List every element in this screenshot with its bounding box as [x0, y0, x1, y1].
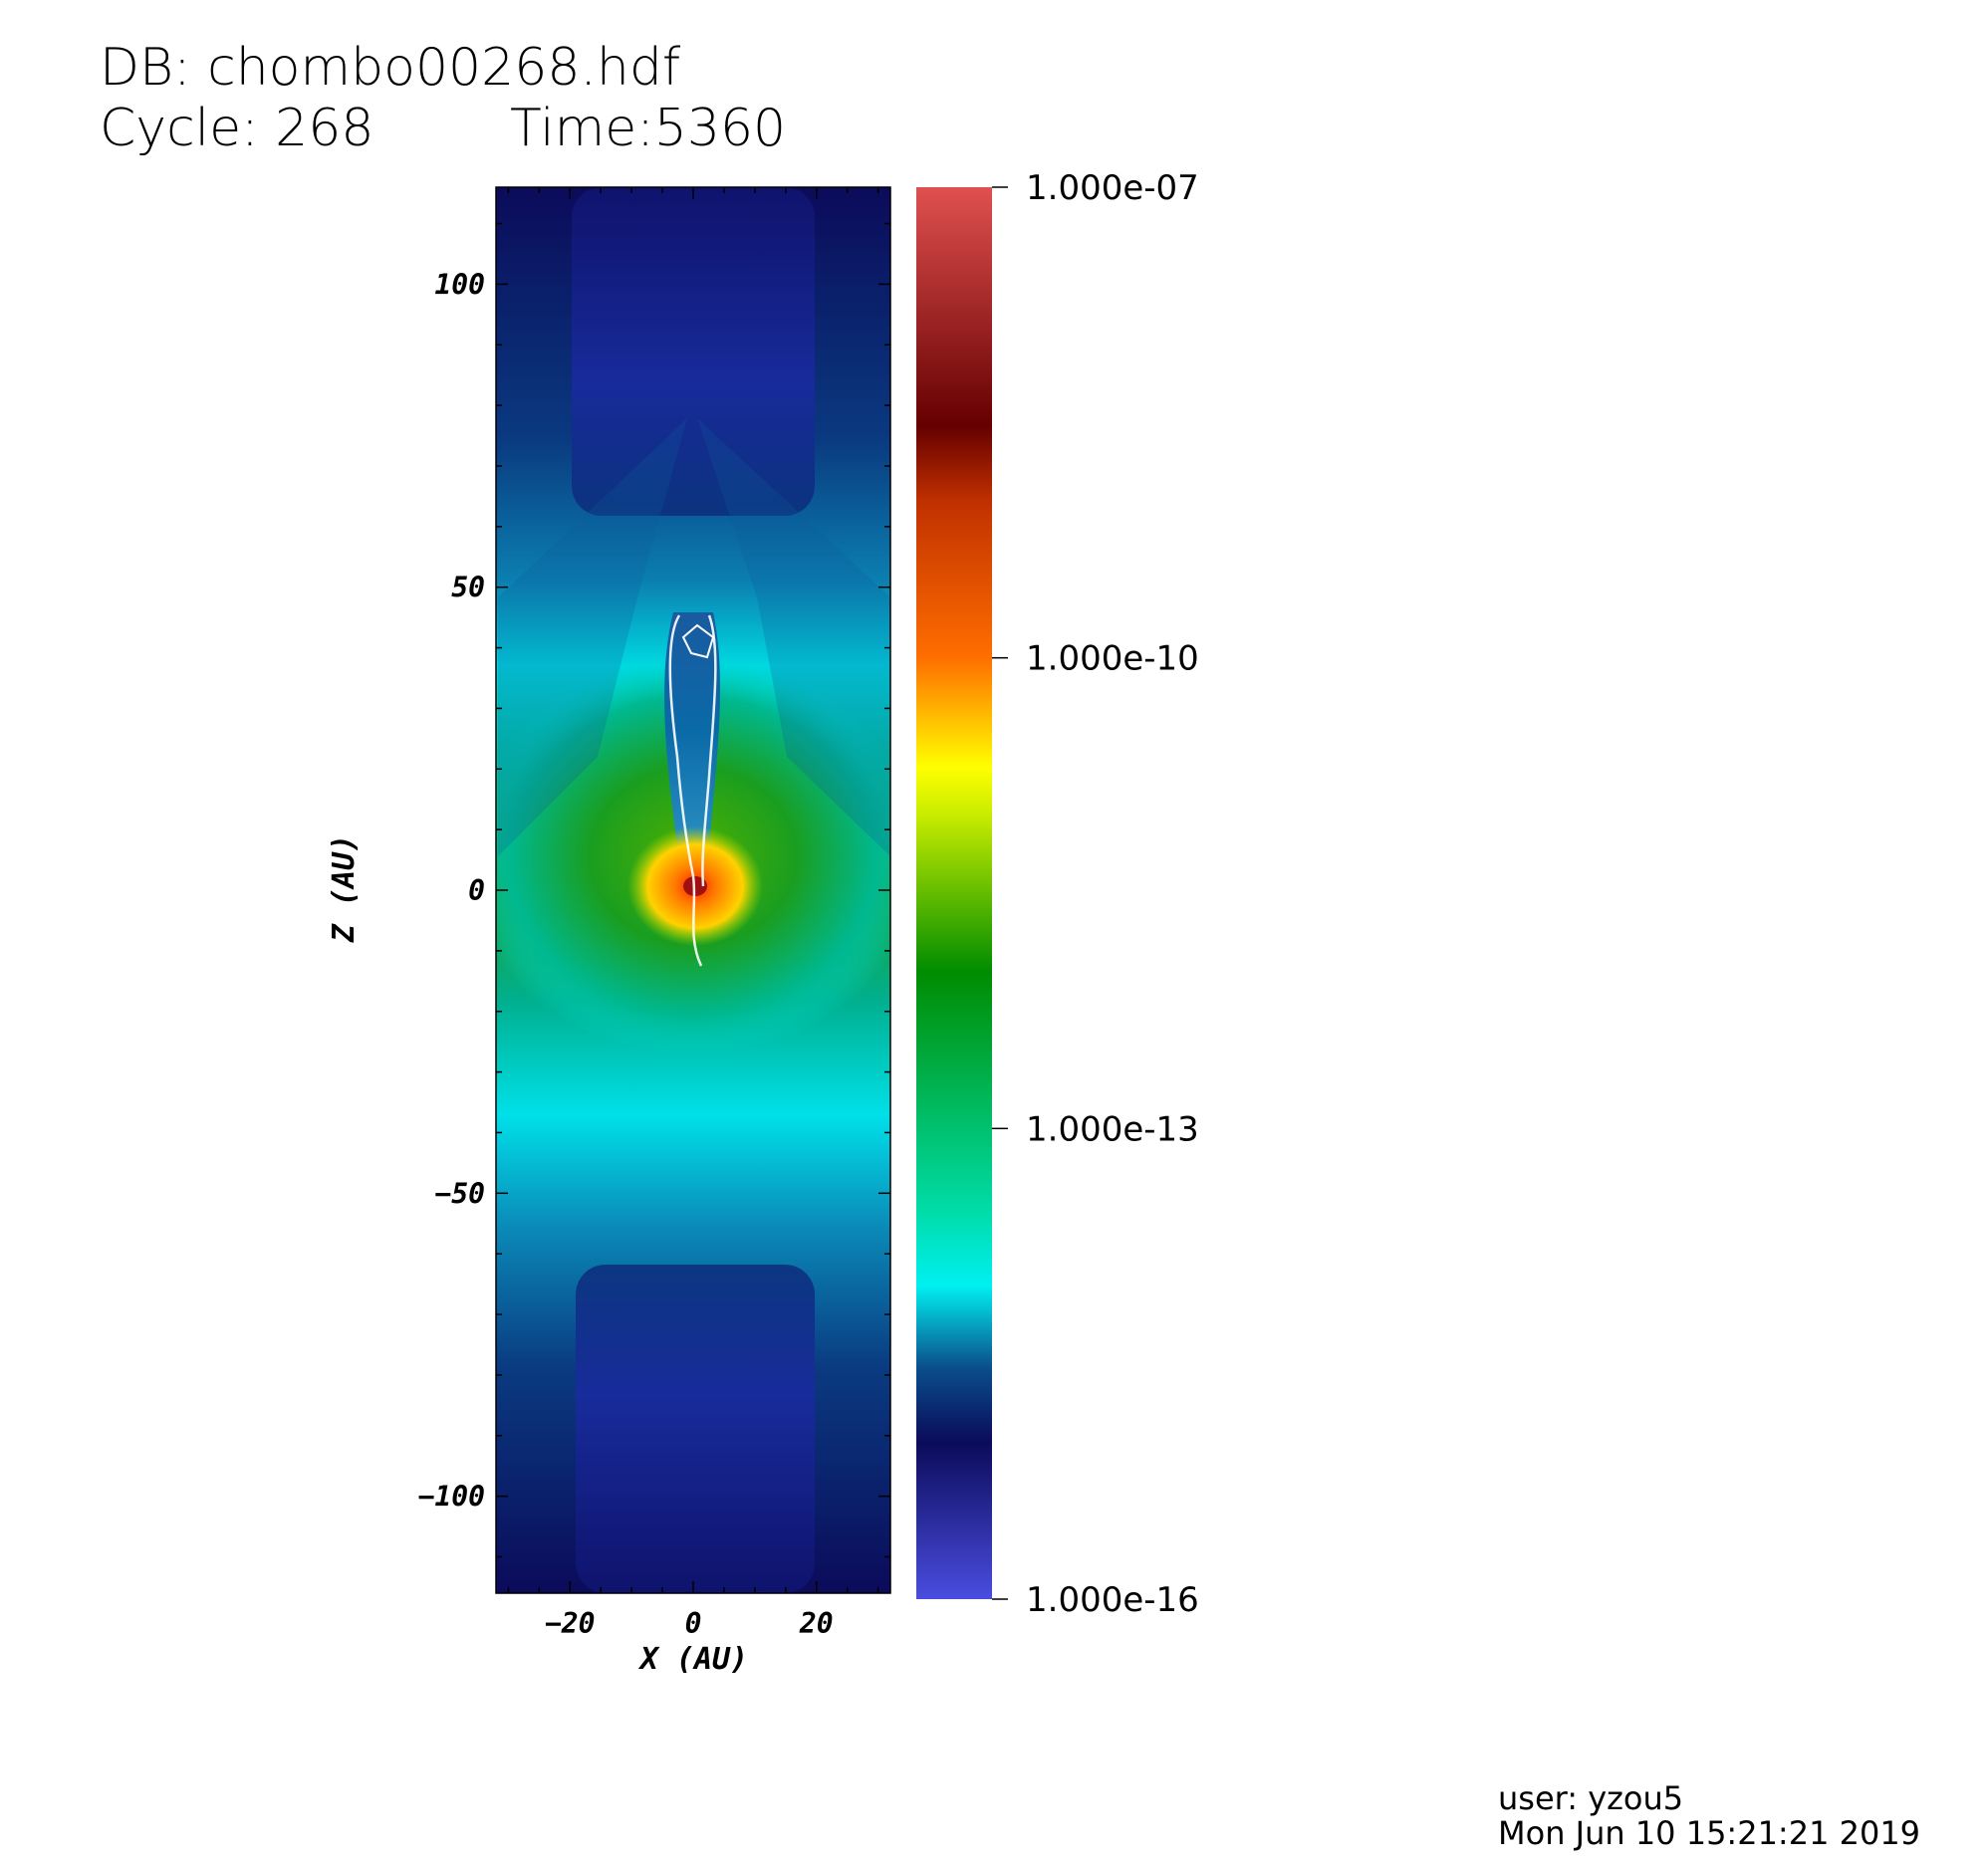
- user-label: user: yzou5: [1498, 1779, 1684, 1817]
- colorbar-tick-label: 1.000e-10: [1026, 639, 1199, 679]
- y-tick-label: 50: [451, 572, 485, 604]
- date-label: Mon Jun 10 15:21:21 2019: [1498, 1814, 1921, 1852]
- y-tick-label: −50: [434, 1177, 485, 1210]
- database-title: DB: chombo00268.hdf: [100, 38, 681, 98]
- y-tick-label: −100: [418, 1481, 485, 1514]
- y-tick-label: 0: [468, 874, 485, 907]
- colorbar-tick-label: 1.000e-16: [1026, 1580, 1199, 1620]
- x-tick-label: −20: [545, 1607, 596, 1640]
- colorbar: [916, 187, 992, 1599]
- colorbar-ticks: 1.000e-07 1.000e-10 1.000e-13 1.000e-16: [992, 168, 1199, 1620]
- x-axis-title: X (AU): [637, 1642, 748, 1677]
- y-axis-title: Z (AU): [327, 834, 362, 943]
- density-heatmap: [496, 187, 890, 1593]
- x-axis: −20 0 20: [507, 187, 879, 1640]
- colorbar-tick-label: 1.000e-13: [1026, 1109, 1199, 1149]
- y-tick-label: 100: [434, 268, 485, 301]
- y-axis: 100 50 0 −50 −100: [418, 222, 890, 1558]
- x-tick-label: 20: [799, 1607, 834, 1640]
- colorbar-tick-label: 1.000e-07: [1026, 168, 1199, 208]
- cycle-label: Cycle: 268: [100, 99, 374, 158]
- x-tick-label: 0: [685, 1607, 702, 1640]
- time-label: Time:5360: [510, 99, 787, 158]
